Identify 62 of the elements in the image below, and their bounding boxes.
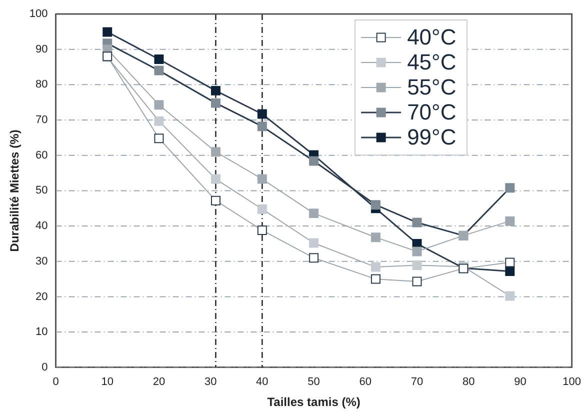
point [370, 274, 380, 284]
point [210, 98, 220, 108]
y-tick-label: 90 [36, 43, 48, 56]
y-tick-label: 10 [36, 326, 48, 338]
x-tick-label: 20 [152, 376, 166, 388]
x-tick-label: 10 [101, 376, 114, 388]
x-tick-label: 90 [514, 376, 526, 388]
point [210, 174, 220, 184]
point [412, 260, 422, 270]
point [154, 100, 164, 110]
point [102, 27, 112, 37]
point [505, 266, 515, 276]
point [370, 200, 380, 210]
y-axis-title: Durabilité Miettes (%) [8, 130, 22, 252]
x-tick-label: 50 [308, 376, 320, 388]
point [505, 258, 515, 268]
point [412, 218, 422, 228]
y-tick-label: 40 [36, 220, 48, 232]
point [257, 174, 267, 184]
y-tick-label: 70 [36, 114, 48, 126]
point [154, 134, 164, 144]
y-tick-label: 60 [36, 149, 48, 162]
point [210, 86, 220, 96]
legend-label: 99°C [407, 124, 456, 150]
x-tick-label: 60 [359, 376, 372, 388]
legend-label: 40°C [407, 24, 456, 50]
point [309, 156, 319, 166]
point [309, 208, 319, 218]
point [257, 204, 267, 214]
point [505, 291, 515, 301]
point [154, 116, 164, 126]
point [257, 109, 267, 119]
point [309, 253, 319, 263]
x-tick-label: 80 [462, 376, 475, 388]
y-tick-label: 0 [42, 361, 48, 374]
y-tick-label: 30 [36, 255, 48, 268]
point [210, 196, 220, 206]
legend-label: 70°C [407, 100, 456, 125]
point [257, 226, 267, 236]
y-tick-label: 50 [36, 184, 48, 197]
point [505, 216, 515, 226]
x-tick-label: 100 [562, 376, 582, 388]
point [154, 66, 164, 76]
point [370, 262, 380, 272]
point [309, 238, 319, 248]
x-tick-label: 0 [52, 376, 59, 388]
point [210, 147, 220, 157]
point [257, 122, 267, 132]
x-tick-label: 70 [410, 376, 424, 388]
point [154, 54, 164, 64]
y-tick-label: 20 [36, 290, 48, 303]
x-tick-label: 40 [256, 376, 268, 388]
point [412, 246, 422, 256]
y-tick-label: 100 [29, 8, 48, 20]
point [505, 183, 515, 193]
y-tick-label: 80 [36, 78, 48, 91]
legend-label: 45°C [407, 50, 456, 75]
legend-label: 55°C [407, 74, 456, 100]
x-axis-title: Tailles tamis (%) [267, 395, 360, 410]
point [412, 276, 422, 286]
point [370, 232, 380, 242]
x-tick-label: 30 [204, 376, 217, 388]
